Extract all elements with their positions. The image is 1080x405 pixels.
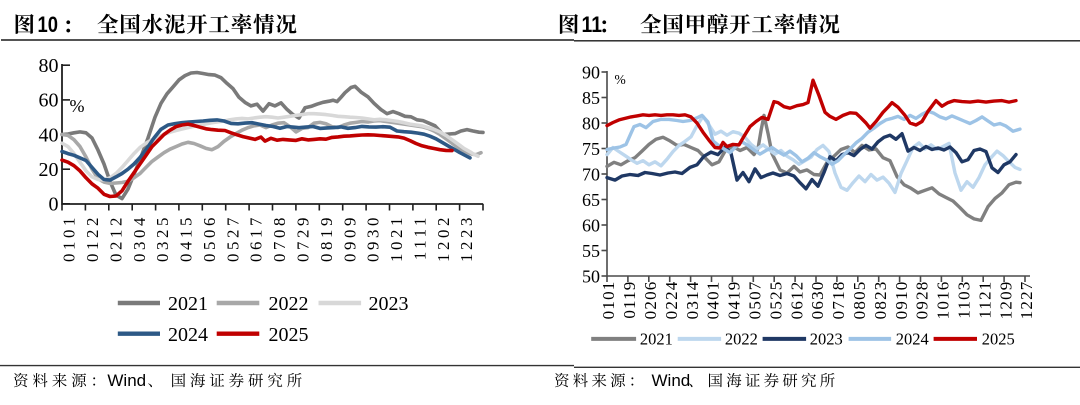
svg-text:0805: 0805 <box>850 281 869 320</box>
svg-text:0819: 0819 <box>317 214 336 262</box>
svg-text:0101: 0101 <box>60 214 79 262</box>
svg-text:0122: 0122 <box>83 214 102 262</box>
svg-text:2024: 2024 <box>896 330 929 349</box>
svg-text:0928: 0928 <box>913 281 932 320</box>
svg-text:85: 85 <box>582 88 600 108</box>
svg-text:1227: 1227 <box>1017 281 1036 320</box>
svg-text:0527: 0527 <box>223 214 242 262</box>
svg-text:2021: 2021 <box>640 330 673 349</box>
svg-text:50: 50 <box>582 266 600 286</box>
svg-text:0325: 0325 <box>153 214 172 262</box>
svg-text:70: 70 <box>582 164 600 184</box>
svg-text:0612: 0612 <box>787 281 806 320</box>
svg-text:20: 20 <box>39 159 59 181</box>
svg-text:2024: 2024 <box>168 324 208 346</box>
svg-text:80: 80 <box>39 55 59 77</box>
svg-text:2023: 2023 <box>810 330 843 349</box>
svg-text:1016: 1016 <box>934 281 953 320</box>
svg-text:55: 55 <box>582 241 600 261</box>
svg-text:0617: 0617 <box>247 214 266 262</box>
svg-text:0507: 0507 <box>746 281 765 320</box>
svg-text:60: 60 <box>39 90 59 112</box>
svg-text:0224: 0224 <box>662 281 681 320</box>
svg-text:0119: 0119 <box>620 281 639 319</box>
svg-text:2021: 2021 <box>168 293 208 315</box>
svg-text:0823: 0823 <box>871 281 890 320</box>
svg-text:0206: 0206 <box>641 281 660 320</box>
svg-text:0729: 0729 <box>294 214 313 262</box>
svg-text:80: 80 <box>582 113 600 133</box>
svg-text:Wind: Wind <box>652 371 691 390</box>
svg-text:0401: 0401 <box>704 281 723 320</box>
svg-text:0212: 0212 <box>106 214 125 262</box>
svg-text:1121: 1121 <box>975 281 994 319</box>
svg-text:2022: 2022 <box>725 330 758 349</box>
svg-text:%: % <box>615 72 626 87</box>
svg-text:0525: 0525 <box>766 281 785 320</box>
svg-text:0304: 0304 <box>130 214 149 262</box>
svg-text:%: % <box>70 96 85 116</box>
svg-text:65: 65 <box>582 190 600 210</box>
svg-text:0: 0 <box>49 194 59 216</box>
svg-text:60: 60 <box>582 215 600 235</box>
svg-text:2023: 2023 <box>369 293 409 315</box>
svg-text:0506: 0506 <box>200 214 219 262</box>
svg-text:11: 11 <box>582 12 603 37</box>
svg-text:0419: 0419 <box>725 281 744 320</box>
svg-text:1021: 1021 <box>387 214 406 262</box>
svg-text:1202: 1202 <box>434 214 453 262</box>
svg-text:90: 90 <box>582 62 600 82</box>
svg-text:2025: 2025 <box>982 330 1015 349</box>
svg-text:0909: 0909 <box>340 214 359 262</box>
svg-text:0415: 0415 <box>177 214 196 262</box>
svg-text:0630: 0630 <box>808 281 827 320</box>
svg-text:Wind: Wind <box>107 371 146 390</box>
svg-text:10: 10 <box>38 12 59 37</box>
svg-text:40: 40 <box>39 124 59 146</box>
svg-text:2025: 2025 <box>269 324 309 346</box>
svg-text:0101: 0101 <box>599 281 618 320</box>
svg-text:1103: 1103 <box>955 281 974 319</box>
svg-text:0718: 0718 <box>829 281 848 320</box>
svg-text:0930: 0930 <box>364 214 383 262</box>
svg-text:0708: 0708 <box>270 214 289 262</box>
svg-text:1111: 1111 <box>411 214 430 260</box>
svg-text:0910: 0910 <box>892 281 911 320</box>
svg-text:1223: 1223 <box>457 214 476 262</box>
svg-text:0314: 0314 <box>683 281 702 320</box>
svg-text:75: 75 <box>582 139 600 159</box>
svg-text:2022: 2022 <box>269 293 309 315</box>
svg-text:1209: 1209 <box>996 281 1015 320</box>
